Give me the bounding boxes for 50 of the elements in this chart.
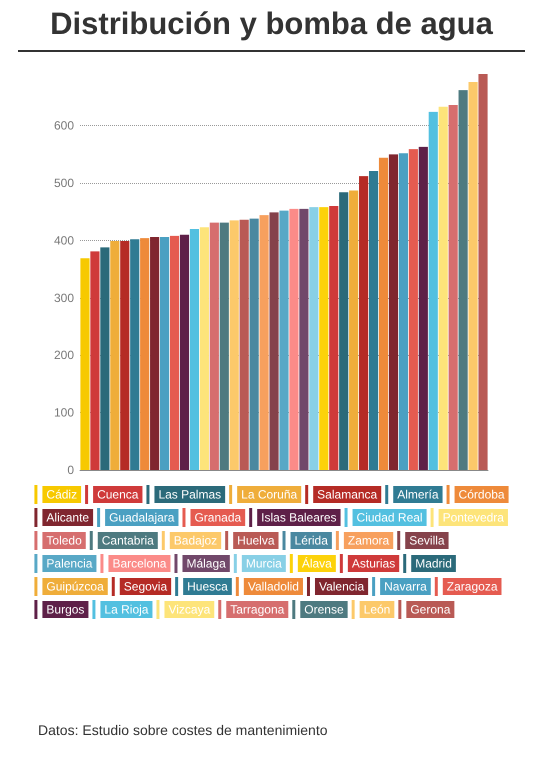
legend-label: Valladolid bbox=[248, 580, 299, 594]
legend-label: Ciudad Real bbox=[356, 510, 423, 524]
legend-label: Murcia bbox=[246, 556, 282, 570]
legend-label: La Coruña bbox=[241, 488, 298, 502]
y-tick-label: 500 bbox=[54, 176, 74, 190]
legend-label: Zaragoza bbox=[446, 580, 498, 594]
legend-label: Segovia bbox=[124, 580, 168, 594]
legend-label: Cádiz bbox=[46, 488, 78, 502]
legend-label: Palencia bbox=[46, 556, 93, 570]
legend-label: Orense bbox=[304, 602, 344, 616]
legend-label: Málaga bbox=[186, 556, 226, 570]
legend-label: Islas Baleares bbox=[261, 510, 337, 524]
legend-label: León bbox=[364, 602, 390, 616]
y-tick-label: 200 bbox=[54, 348, 74, 362]
y-tick-label: 100 bbox=[54, 406, 74, 420]
legend-label: Pontevedra bbox=[442, 510, 504, 524]
legend-label: La Rioja bbox=[104, 602, 149, 616]
legend-label: Toledo bbox=[46, 534, 82, 548]
legend-label: Lérida bbox=[294, 534, 328, 548]
y-tick-label: 0 bbox=[67, 463, 74, 477]
legend-label: Alicante bbox=[46, 510, 90, 524]
legend-label: Cuenca bbox=[97, 488, 139, 502]
legend-label: Vizcaya bbox=[168, 602, 211, 616]
y-tick-label: 300 bbox=[54, 290, 74, 305]
legend-label: Córdoba bbox=[458, 488, 505, 502]
legend-label: Salamanca bbox=[317, 488, 378, 502]
legend-label: Granada bbox=[194, 510, 242, 524]
legend-label: Huesca bbox=[187, 580, 228, 594]
legend-label: Zamora bbox=[348, 534, 390, 548]
legend-label: Gerona bbox=[410, 602, 451, 616]
chart-title: Distribución y bomba de agua bbox=[18, 0, 525, 52]
legend-label: Cantabria bbox=[102, 534, 154, 548]
y-tick-label: 600 bbox=[54, 118, 74, 133]
legend-label: Tarragona bbox=[230, 602, 285, 616]
legend-label: Álava bbox=[302, 556, 332, 570]
legend-label: Huelva bbox=[237, 534, 275, 548]
legend-label: Barcelona bbox=[112, 556, 167, 570]
legend-label: Badajoz bbox=[174, 534, 218, 548]
legend-label: Navarra bbox=[384, 580, 428, 594]
y-tick-label: 400 bbox=[54, 233, 74, 248]
legend-label: Las Palmas bbox=[158, 488, 222, 502]
legend-label: Guipúzcoa bbox=[46, 580, 104, 594]
legend-label: Guadalajara bbox=[109, 510, 175, 524]
legend-label: Asturias bbox=[352, 556, 396, 570]
text: Datos: Estudio sobre costes de mantenimiento bbox=[38, 722, 328, 738]
legend-label: Sevilla bbox=[409, 534, 445, 548]
legend-label: Madrid bbox=[415, 556, 452, 570]
legend-label: Almería bbox=[397, 488, 439, 502]
legend-label: Valencia bbox=[318, 580, 364, 594]
legend-label: Burgos bbox=[46, 602, 84, 616]
